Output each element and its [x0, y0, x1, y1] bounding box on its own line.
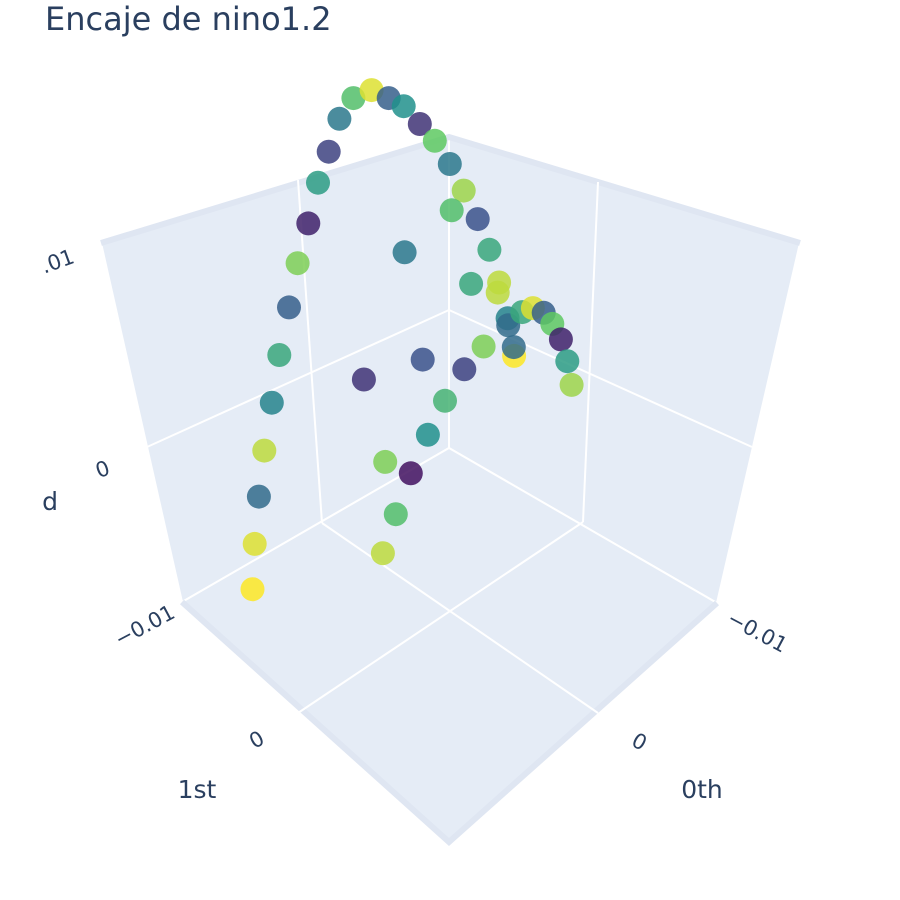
- grid-left-vertical: [297, 179, 323, 524]
- data-point[interactable]: [306, 170, 330, 195]
- data-point[interactable]: [240, 577, 265, 602]
- data-point[interactable]: [296, 211, 321, 236]
- data-point[interactable]: [422, 128, 447, 153]
- data-point[interactable]: [252, 438, 277, 463]
- y-tick-label: 0: [245, 726, 268, 753]
- data-point[interactable]: [383, 502, 408, 527]
- data-point[interactable]: [415, 422, 440, 447]
- data-point[interactable]: [242, 531, 267, 556]
- data-point[interactable]: [501, 335, 526, 360]
- x-tick-label: −0.01: [723, 606, 791, 657]
- grid-floor-a: [297, 521, 584, 714]
- data-point[interactable]: [459, 271, 484, 296]
- data-point[interactable]: [259, 390, 284, 415]
- y-tick-label: −0.01: [111, 600, 179, 651]
- data-point[interactable]: [392, 240, 417, 265]
- axis-panes: [99, 133, 802, 847]
- data-point[interactable]: [373, 449, 398, 474]
- data-point[interactable]: [246, 484, 271, 509]
- data-point[interactable]: [465, 207, 490, 232]
- gridlines: [146, 179, 753, 714]
- data-point[interactable]: [548, 327, 573, 352]
- x-axis-title: 0th: [681, 775, 723, 804]
- grid-right-vertical: [582, 181, 599, 523]
- data-point[interactable]: [327, 106, 352, 131]
- floor-edge: [179, 599, 719, 847]
- pane-edge: [100, 133, 801, 246]
- grid-floor-b: [321, 522, 599, 714]
- data-point[interactable]: [437, 152, 462, 176]
- grid-left-z0: [146, 309, 450, 448]
- data-point[interactable]: [341, 86, 366, 111]
- data-point[interactable]: [370, 541, 395, 566]
- data-point[interactable]: [471, 334, 496, 359]
- chart-title: Encaje de nino1.2: [45, 0, 332, 38]
- z-tick-label: 0: [92, 456, 113, 483]
- z-axis-title: d: [42, 487, 58, 516]
- data-point[interactable]: [351, 367, 376, 392]
- data-point[interactable]: [452, 357, 477, 382]
- y-axis-title: 1st: [178, 775, 217, 804]
- data-point[interactable]: [391, 94, 416, 119]
- data-point[interactable]: [439, 198, 464, 223]
- data-point[interactable]: [555, 349, 580, 374]
- data-point[interactable]: [267, 343, 292, 367]
- data-point[interactable]: [410, 347, 435, 372]
- data-point[interactable]: [477, 237, 502, 262]
- data-point[interactable]: [398, 461, 423, 486]
- data-points: [240, 78, 584, 602]
- z-tick-label: .01: [38, 244, 78, 278]
- axis-titles: d 1st 0th: [42, 487, 723, 804]
- data-point[interactable]: [277, 295, 301, 320]
- x-tick-label: 0: [628, 728, 651, 755]
- data-point[interactable]: [485, 280, 510, 305]
- data-point[interactable]: [433, 388, 457, 413]
- data-point[interactable]: [451, 178, 476, 203]
- data-point[interactable]: [407, 112, 432, 136]
- data-point[interactable]: [285, 251, 310, 276]
- data-point[interactable]: [559, 372, 584, 397]
- data-point[interactable]: [316, 139, 341, 164]
